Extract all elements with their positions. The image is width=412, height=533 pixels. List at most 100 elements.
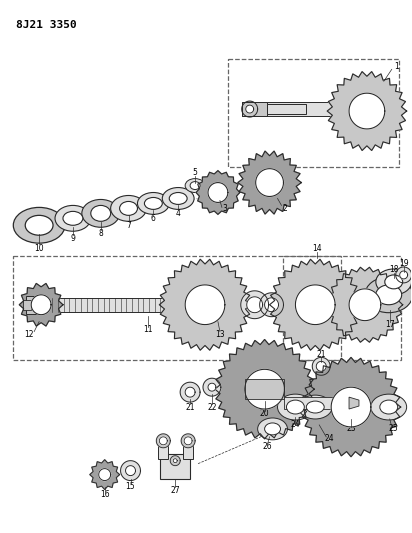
Polygon shape [31, 295, 51, 314]
Ellipse shape [371, 394, 407, 420]
Text: 18: 18 [389, 265, 398, 274]
Bar [158, 439, 168, 459]
Polygon shape [245, 369, 284, 409]
Text: 24: 24 [290, 421, 300, 430]
Ellipse shape [169, 192, 187, 205]
Polygon shape [173, 459, 177, 463]
Text: 8J21 3350: 8J21 3350 [16, 20, 77, 30]
Text: 2: 2 [282, 204, 287, 213]
Polygon shape [265, 298, 279, 312]
Text: 20: 20 [260, 409, 269, 418]
Polygon shape [246, 105, 254, 113]
Polygon shape [19, 284, 63, 326]
Text: 15: 15 [126, 482, 135, 491]
Polygon shape [180, 382, 200, 402]
Text: 12: 12 [24, 330, 34, 339]
Ellipse shape [185, 179, 205, 192]
Ellipse shape [25, 215, 53, 235]
Bar [245, 379, 284, 399]
Ellipse shape [138, 192, 169, 214]
Bar [160, 454, 190, 479]
Bar [284, 397, 349, 409]
Polygon shape [312, 358, 330, 375]
Polygon shape [316, 361, 326, 372]
Polygon shape [208, 183, 228, 203]
Text: 16: 16 [100, 490, 110, 499]
Polygon shape [99, 469, 111, 481]
Ellipse shape [286, 400, 304, 414]
Bar [26, 296, 44, 314]
Text: 21: 21 [316, 350, 326, 359]
Text: 10: 10 [34, 244, 44, 253]
Text: 23: 23 [346, 424, 356, 433]
Polygon shape [247, 297, 262, 313]
Ellipse shape [91, 205, 111, 221]
Polygon shape [215, 340, 314, 439]
Bar [242, 102, 347, 116]
Polygon shape [327, 71, 407, 150]
Bar [23, 300, 31, 310]
Ellipse shape [298, 395, 332, 419]
Bar [242, 102, 267, 116]
Text: 11: 11 [144, 325, 153, 334]
Polygon shape [184, 437, 192, 445]
Text: 7: 7 [126, 221, 131, 230]
Polygon shape [295, 285, 335, 325]
Ellipse shape [119, 201, 138, 215]
Ellipse shape [13, 207, 65, 243]
Text: 9: 9 [70, 233, 75, 243]
Ellipse shape [380, 400, 398, 414]
Bar [183, 439, 193, 459]
Ellipse shape [385, 275, 403, 289]
Polygon shape [156, 434, 170, 448]
Polygon shape [185, 285, 225, 325]
Text: 4: 4 [176, 209, 180, 218]
Bar [26, 298, 309, 312]
Polygon shape [349, 397, 359, 409]
Polygon shape [185, 387, 195, 397]
Polygon shape [238, 151, 301, 214]
Text: 21: 21 [185, 402, 195, 411]
Polygon shape [126, 466, 136, 475]
Ellipse shape [145, 197, 162, 209]
Text: 25: 25 [389, 424, 398, 433]
Polygon shape [396, 267, 412, 283]
Polygon shape [181, 434, 195, 448]
Ellipse shape [306, 401, 324, 413]
Polygon shape [327, 267, 403, 342]
Polygon shape [256, 168, 283, 197]
Ellipse shape [365, 277, 412, 313]
Text: 22: 22 [207, 402, 217, 411]
Polygon shape [349, 93, 385, 129]
Polygon shape [400, 271, 407, 279]
Polygon shape [331, 387, 371, 427]
Text: 5: 5 [193, 168, 197, 177]
Text: 17: 17 [385, 320, 395, 329]
Polygon shape [208, 383, 216, 391]
Polygon shape [121, 461, 140, 481]
Bar [267, 104, 306, 114]
Text: 13: 13 [215, 330, 225, 339]
Text: 26: 26 [263, 442, 272, 451]
Ellipse shape [258, 418, 288, 440]
Polygon shape [159, 259, 250, 350]
Text: 24: 24 [324, 434, 334, 443]
Text: 6: 6 [151, 214, 156, 223]
Polygon shape [241, 291, 269, 319]
Text: 27: 27 [171, 486, 180, 495]
Polygon shape [196, 171, 240, 214]
Ellipse shape [63, 212, 83, 225]
Ellipse shape [376, 269, 412, 295]
Polygon shape [269, 259, 361, 350]
Polygon shape [159, 437, 167, 445]
Ellipse shape [111, 196, 146, 221]
Ellipse shape [82, 199, 119, 227]
Text: 14: 14 [312, 244, 322, 253]
Ellipse shape [376, 285, 402, 305]
Polygon shape [90, 459, 119, 489]
Text: 19: 19 [399, 259, 408, 268]
Polygon shape [260, 293, 283, 317]
Ellipse shape [55, 205, 91, 231]
Ellipse shape [278, 394, 313, 420]
Polygon shape [301, 358, 401, 457]
